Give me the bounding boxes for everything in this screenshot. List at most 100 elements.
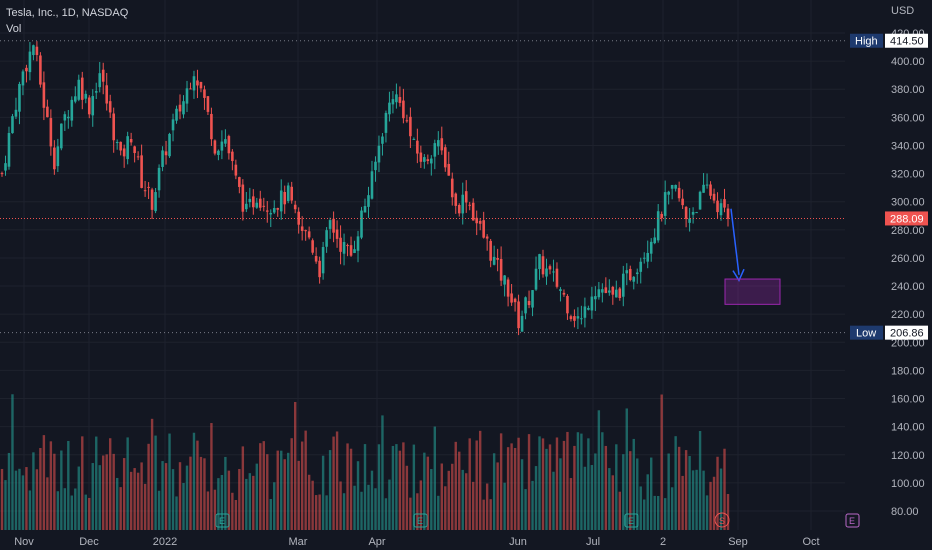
- candle-body: [635, 272, 639, 275]
- volume-bar: [122, 458, 126, 530]
- volume-bar: [133, 468, 136, 530]
- candle-body: [168, 133, 171, 157]
- volume-bar: [283, 459, 286, 530]
- volume-bar: [695, 469, 698, 530]
- volume-bar: [517, 437, 520, 530]
- volume-bar: [84, 494, 87, 530]
- volume-bar: [241, 446, 245, 530]
- candle-body: [436, 140, 440, 147]
- volume-bar: [485, 483, 489, 530]
- candle-body: [524, 297, 527, 314]
- x-tick-label: Oct: [802, 536, 819, 548]
- volume-bar: [650, 457, 653, 530]
- candle-body: [527, 300, 531, 306]
- volume-bar: [587, 438, 590, 530]
- volume-bar: [217, 478, 220, 530]
- volume-bar: [601, 432, 604, 530]
- volume-bar: [524, 489, 527, 530]
- volume-bar: [46, 477, 49, 530]
- candle-body: [726, 208, 730, 219]
- y-tick-label: 200.00: [891, 337, 925, 349]
- candle-body: [21, 71, 25, 86]
- candle-body: [391, 99, 395, 105]
- volume-bar: [182, 483, 185, 530]
- earnings-marker[interactable]: [215, 513, 230, 528]
- volume-bar: [346, 443, 349, 530]
- candle-body: [272, 208, 276, 213]
- volume-bar: [321, 455, 325, 530]
- volume-bar: [18, 468, 21, 530]
- volume-bar: [566, 431, 569, 530]
- volume-bar: [409, 497, 412, 530]
- candle-body: [381, 136, 384, 144]
- candle-body: [25, 67, 28, 72]
- candle-body: [709, 184, 712, 196]
- split-marker[interactable]: [714, 512, 730, 528]
- volume-bar: [684, 450, 688, 530]
- earnings-marker[interactable]: [624, 513, 639, 528]
- candle-body: [241, 184, 245, 212]
- earnings-marker[interactable]: [845, 513, 860, 528]
- candle-body: [475, 217, 478, 224]
- earnings-marker[interactable]: [413, 513, 428, 528]
- volume-bar: [356, 461, 360, 530]
- volume-bar: [381, 415, 384, 530]
- candle-body: [698, 191, 702, 210]
- candle-body: [409, 116, 412, 137]
- candle-body: [684, 206, 688, 219]
- target-box[interactable]: [724, 278, 781, 305]
- earnings-marker-label: E: [417, 516, 423, 526]
- candle-body: [377, 145, 381, 163]
- candle-body: [660, 213, 663, 218]
- volume-bar: [416, 493, 419, 530]
- candle-body: [457, 204, 461, 214]
- volume-bar: [576, 432, 580, 530]
- volume-bar: [444, 486, 447, 530]
- volume-bar: [248, 473, 252, 530]
- candle-body: [723, 199, 726, 208]
- candle-body: [164, 151, 168, 156]
- volume-bar: [534, 466, 538, 530]
- volume-bar: [63, 488, 67, 530]
- candle-body: [39, 55, 42, 85]
- high-value: 414.50: [890, 36, 924, 48]
- volume-bar: [475, 440, 478, 530]
- x-tick-label: Jul: [586, 536, 600, 548]
- volume-bar: [60, 450, 63, 530]
- volume-bar: [95, 436, 98, 530]
- candle-body: [140, 155, 143, 188]
- candle-body: [63, 114, 67, 121]
- candle-body: [346, 245, 349, 247]
- volume-bar: [590, 465, 594, 530]
- candle-body: [0, 173, 4, 175]
- volume-bar: [39, 447, 42, 530]
- volume-bar: [423, 452, 426, 530]
- candle-body: [293, 204, 297, 210]
- volume-bar: [520, 459, 524, 530]
- volume-bar: [109, 438, 112, 530]
- volume-bar: [360, 491, 363, 530]
- candle-body: [136, 156, 140, 158]
- candle-body: [590, 296, 594, 311]
- candle-body: [681, 198, 684, 206]
- x-tick-label: Dec: [79, 536, 99, 548]
- candle-body: [454, 193, 458, 206]
- volume-bar: [363, 444, 367, 530]
- candle-body: [307, 231, 311, 238]
- candle-body: [398, 97, 402, 103]
- candle-body: [213, 140, 217, 154]
- volume-bar: [555, 437, 559, 530]
- candle-body: [262, 205, 266, 207]
- x-tick-label: Apr: [368, 536, 385, 548]
- volume-bar: [238, 468, 241, 530]
- volume-bar: [723, 448, 726, 530]
- candle-body: [496, 258, 499, 260]
- volume-bar: [492, 453, 496, 530]
- candle-body: [419, 152, 423, 162]
- volume-bar: [608, 468, 611, 530]
- volume-bar: [161, 461, 164, 530]
- volume-bar: [7, 452, 11, 530]
- volume-bar: [611, 475, 615, 530]
